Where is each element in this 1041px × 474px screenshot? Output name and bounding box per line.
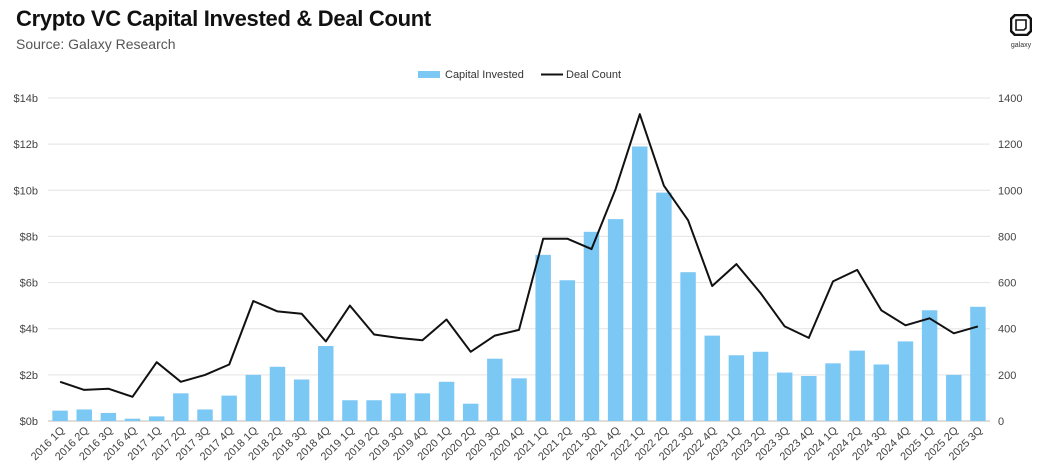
y-right-tick-label: 0 bbox=[998, 416, 1004, 428]
bar-capital-invested bbox=[583, 231, 600, 421]
bar-capital-invested bbox=[52, 410, 68, 421]
chart-subtitle: Source: Galaxy Research bbox=[16, 36, 176, 52]
galaxy-logo-text: galaxy bbox=[1010, 42, 1032, 49]
y-left-tick-label: $14b bbox=[14, 93, 38, 105]
bar-capital-invested bbox=[946, 374, 962, 421]
bar-capital-invested bbox=[124, 418, 141, 421]
bar-capital-invested bbox=[487, 358, 503, 421]
galaxy-logo: galaxy bbox=[1006, 13, 1036, 49]
y-left-tick-label: $2b bbox=[20, 370, 38, 382]
y-right-tick-label: 400 bbox=[998, 324, 1016, 336]
bar-capital-invested bbox=[801, 376, 817, 421]
bar-capital-invested bbox=[921, 310, 938, 421]
bar-capital-invested bbox=[342, 400, 358, 421]
bar-capital-invested bbox=[221, 395, 237, 421]
bar-capital-invested bbox=[197, 409, 213, 421]
bar-capital-invested bbox=[100, 412, 117, 421]
y-right-tick-label: 1400 bbox=[998, 93, 1022, 105]
galaxy-logo-icon bbox=[1009, 13, 1033, 37]
bar-capital-invested bbox=[752, 351, 769, 421]
bar-capital-invested bbox=[148, 416, 165, 421]
bar-capital-invested bbox=[462, 403, 479, 421]
legend-label-capital-invested: Capital Invested bbox=[445, 69, 524, 81]
bar-capital-invested bbox=[269, 366, 286, 421]
bar-capital-invested bbox=[559, 280, 576, 421]
chart-title: Crypto VC Capital Invested & Deal Count bbox=[16, 6, 431, 31]
y-left-tick-label: $4b bbox=[20, 324, 38, 336]
bar-capital-invested bbox=[607, 219, 624, 421]
bar-capital-invested bbox=[390, 393, 406, 421]
y-left-tick-label: $8b bbox=[20, 231, 38, 243]
y-right-tick-label: 200 bbox=[998, 370, 1016, 382]
bar-capital-invested bbox=[632, 146, 648, 421]
bar-capital-invested bbox=[704, 335, 720, 421]
y-left-tick-label: $12b bbox=[14, 139, 38, 151]
legend-label-deal-count: Deal Count bbox=[566, 69, 621, 81]
bar-capital-invested bbox=[293, 379, 310, 421]
bar-capital-invested bbox=[776, 372, 793, 421]
y-left-tick-label: $10b bbox=[14, 185, 38, 197]
line-deal-count bbox=[59, 113, 979, 398]
bar-capital-invested bbox=[76, 409, 92, 421]
bar-capital-invested bbox=[366, 400, 382, 421]
bar-capital-invested bbox=[511, 378, 527, 421]
bar-capital-invested bbox=[970, 306, 986, 421]
bar-capital-invested bbox=[535, 254, 551, 421]
legend-swatch-capital-invested bbox=[418, 71, 440, 78]
y-right-tick-label: 1000 bbox=[998, 185, 1022, 197]
bar-capital-invested bbox=[318, 346, 334, 421]
bar-capital-invested bbox=[680, 272, 696, 421]
bar-capital-invested bbox=[245, 374, 262, 421]
y-left-tick-label: $6b bbox=[20, 278, 38, 290]
y-right-tick-label: 800 bbox=[998, 231, 1016, 243]
y-right-tick-label: 600 bbox=[998, 278, 1016, 290]
bar-capital-invested bbox=[897, 341, 914, 421]
bar-capital-invested bbox=[414, 393, 431, 421]
bar-capital-invested bbox=[825, 363, 841, 421]
bar-capital-invested bbox=[438, 381, 455, 421]
bar-capital-invested bbox=[849, 350, 865, 421]
y-right-tick-label: 1200 bbox=[998, 139, 1022, 151]
bar-capital-invested bbox=[873, 364, 890, 421]
bar-capital-invested bbox=[173, 393, 189, 421]
y-left-tick-label: $0b bbox=[20, 416, 38, 428]
bar-capital-invested bbox=[656, 192, 672, 421]
bar-capital-invested bbox=[728, 355, 745, 421]
